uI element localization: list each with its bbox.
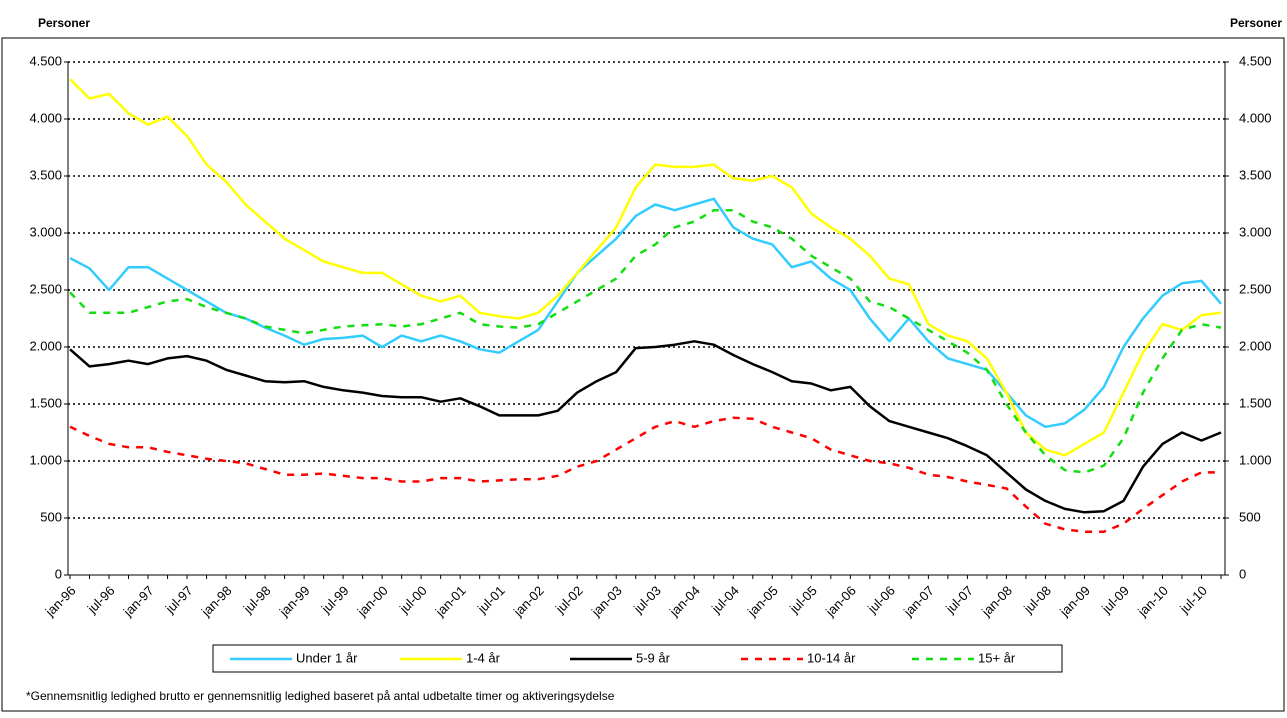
x-tick-label: jul-04: [708, 583, 742, 617]
x-tick-label: jan-01: [432, 583, 469, 620]
x-tick-label: jan-02: [510, 583, 547, 620]
y-tick-label: 1.500: [29, 395, 62, 410]
legend-label: Under 1 år: [296, 650, 358, 665]
series-line: [69, 78, 1222, 457]
x-tick-label: jul-05: [786, 583, 820, 617]
x-tick-label: jul-07: [942, 583, 976, 617]
x-tick-label: jul-08: [1020, 583, 1054, 617]
x-tick-label: jul-09: [1098, 583, 1132, 617]
y-tick-label: 4.500: [29, 53, 62, 68]
x-tick-label: jan-97: [120, 583, 157, 620]
y2-tick-label: 500: [1239, 509, 1261, 524]
x-tick-label: jan-09: [1056, 583, 1093, 620]
legend-box: [212, 644, 1063, 673]
x-tick-label: jul-10: [1176, 583, 1210, 617]
y2-tick-label: 1.000: [1239, 452, 1272, 467]
y-tick-label: 1.000: [29, 452, 62, 467]
x-tick-label: jul-01: [474, 583, 508, 617]
series-line: [69, 340, 1222, 514]
x-tick-label: jul-96: [84, 583, 118, 617]
x-tick-label: jul-00: [396, 583, 430, 617]
y-tick-label: 500: [40, 509, 62, 524]
series-line: [69, 197, 1222, 429]
y2-tick-label: 4.500: [1239, 53, 1272, 68]
y2-tick-label: 1.500: [1239, 395, 1272, 410]
x-tick-label: jan-04: [666, 583, 703, 620]
x-tick-label: jan-10: [1134, 583, 1171, 620]
x-tick-label: jan-96: [42, 583, 79, 620]
y-tick-label: 2.500: [29, 281, 62, 296]
x-tick-label: jan-98: [198, 583, 235, 620]
x-tick-label: jan-08: [978, 583, 1015, 620]
x-tick-label: jul-03: [630, 583, 664, 617]
y2-tick-label: 2.500: [1239, 281, 1272, 296]
y2-tick-label: 2.000: [1239, 338, 1272, 353]
legend-label: 15+ år: [978, 650, 1016, 665]
y2-tick-label: 3.000: [1239, 224, 1272, 239]
y-tick-label: 3.000: [29, 224, 62, 239]
y-tick-label: 3.500: [29, 167, 62, 182]
y-tick-label: 0: [55, 566, 62, 581]
x-tick-label: jan-99: [276, 583, 313, 620]
y2-axis-title: Personer: [1230, 16, 1282, 30]
y-axis-title: Personer: [38, 16, 90, 30]
y2-tick-label: 4.000: [1239, 110, 1272, 125]
x-tick-label: jan-06: [822, 583, 859, 620]
chart-frame: [1, 37, 1285, 712]
x-tick-label: jan-03: [588, 583, 625, 620]
footnote: *Gennemsnitlig ledighed brutto er gennem…: [26, 689, 615, 703]
x-tick-label: jan-05: [744, 583, 781, 620]
x-tick-label: jan-00: [354, 583, 391, 620]
x-tick-label: jul-98: [240, 583, 274, 617]
series-line: [69, 208, 1222, 474]
x-tick-label: jul-97: [162, 583, 196, 617]
series-line: [69, 416, 1221, 533]
x-tick-label: jul-99: [318, 583, 352, 617]
y-tick-label: 4.000: [29, 110, 62, 125]
y-tick-label: 2.000: [29, 338, 62, 353]
y2-tick-label: 0: [1239, 566, 1246, 581]
x-tick-label: jul-02: [552, 583, 586, 617]
legend-label: 1-4 år: [466, 650, 501, 665]
x-tick-label: jan-07: [900, 583, 937, 620]
legend-label: 10-14 år: [807, 650, 856, 665]
legend-label: 5-9 år: [636, 650, 671, 665]
y2-tick-label: 3.500: [1239, 167, 1272, 182]
x-tick-label: jul-06: [864, 583, 898, 617]
